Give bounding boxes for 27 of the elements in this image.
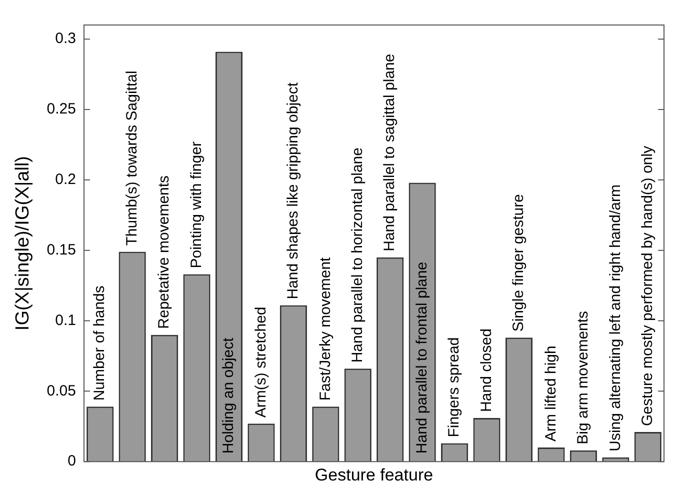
x-tick-label: Fingers spread (446, 337, 463, 438)
y-tick-label: 0.15 (46, 241, 76, 258)
x-tick-label: Hand parallel to horizontal plane (349, 147, 366, 363)
x-tick-label: Gesture mostly performed by hand(s) only (639, 145, 656, 426)
y-tick-label: 0.3 (55, 30, 76, 48)
x-tick-label: Hand closed (478, 328, 495, 412)
x-tick-label: Hand parallel to frontal plane (413, 262, 430, 454)
x-tick-label: Fast/Jerky movement (316, 256, 334, 401)
x-tick-label: Holding an object (220, 336, 238, 454)
x-tick-label: Repetative movements (156, 175, 173, 329)
x-tick-label: Single finger gesture (510, 194, 528, 332)
x-tick-label: Arm lifted high (542, 346, 560, 442)
x-tick-label: Hand shapes like gripping object (284, 82, 302, 300)
x-tick-label: Arm(s) stretched (252, 306, 270, 418)
x-axis-title: Gesture feature (314, 465, 434, 484)
y-tick-label: 0.05 (46, 382, 76, 400)
x-tick-label: Number of hands (91, 286, 108, 401)
x-tick-label: Pointing with finger (188, 142, 205, 268)
x-tick-label: Big arm movements (574, 310, 592, 444)
y-axis-title: IG(X|single)/IG(X|all) (12, 156, 34, 331)
y-tick-label: 0.1 (55, 312, 76, 329)
x-tick-label: Using alternating left and right hand/arm (606, 184, 624, 452)
y-tick-label: 0 (68, 452, 76, 470)
y-tick-label: 0.25 (46, 100, 76, 118)
y-tick-label: 0.2 (55, 171, 76, 188)
x-tick-label: Thumb(s) towards Sagittal (123, 70, 140, 246)
x-tick-label: Hand parallel to sagittal plane (381, 54, 398, 252)
